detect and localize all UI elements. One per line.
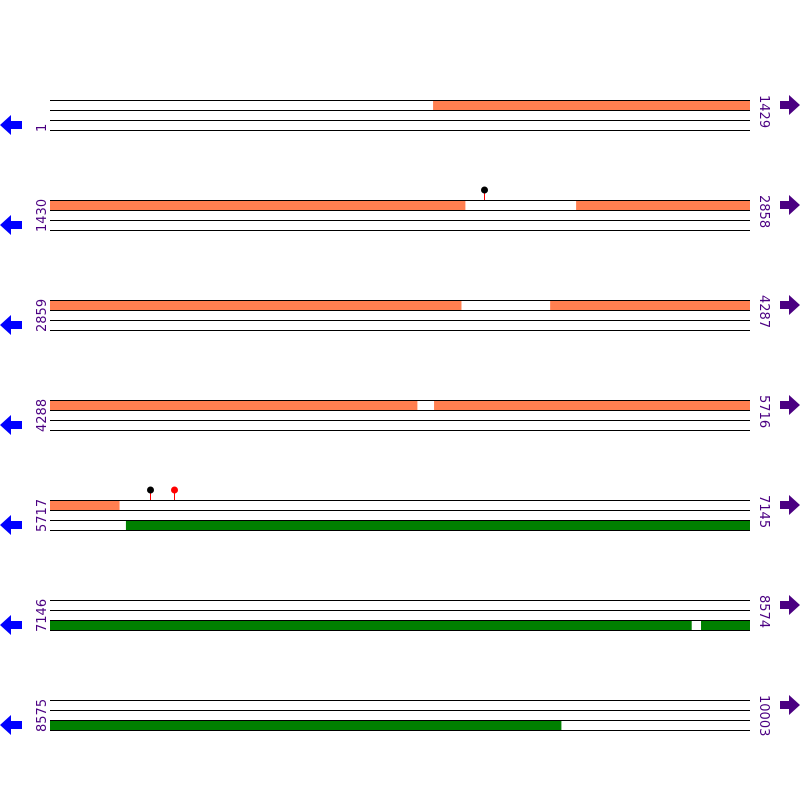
site-marker (481, 186, 488, 194)
row-end-label: 8574 (756, 595, 771, 628)
reverse-arrow-icon (0, 615, 22, 635)
row-end-label: 1429 (756, 95, 771, 128)
reverse-arrow-icon (0, 315, 22, 335)
row-end-label: 10003 (756, 695, 771, 736)
forward-feature (576, 200, 750, 210)
row-start-label: 1 (35, 124, 50, 132)
row-end-label: 5716 (756, 395, 771, 428)
reverse-arrow-icon (0, 115, 22, 135)
reverse-feature (50, 620, 692, 630)
forward-arrow-icon (780, 395, 800, 415)
map-row: 5717 7145 (0, 486, 800, 535)
row-start-label: 7146 (35, 599, 50, 632)
map-row: 8575 10003 (0, 695, 800, 736)
map-row: 4288 5716 (0, 395, 800, 435)
map-row: 7146 8574 (0, 595, 800, 635)
forward-feature (50, 500, 120, 510)
row-start-label: 4288 (35, 399, 50, 432)
site-marker (147, 486, 154, 494)
row-start-label: 2859 (35, 299, 50, 332)
map-row: 1 1429 (0, 95, 800, 135)
row-start-label: 1430 (35, 199, 50, 232)
forward-arrow-icon (780, 295, 800, 315)
reverse-arrow-icon (0, 415, 22, 435)
reverse-arrow-icon (0, 215, 22, 235)
forward-arrow-icon (780, 595, 800, 615)
forward-feature (50, 400, 418, 410)
reverse-feature (50, 720, 562, 730)
map-row: 2859 4287 (0, 295, 800, 335)
map-row: 1430 2858 (0, 186, 800, 235)
reverse-arrow-icon (0, 515, 22, 535)
forward-feature (434, 400, 750, 410)
site-marker (171, 486, 178, 494)
forward-arrow-icon (780, 695, 800, 715)
forward-arrow-icon (780, 495, 800, 515)
row-end-label: 7145 (756, 495, 771, 528)
forward-feature (550, 300, 750, 310)
reverse-feature (701, 620, 750, 630)
row-start-label: 5717 (35, 499, 50, 532)
reverse-feature (125, 520, 750, 530)
reverse-arrow-icon (0, 715, 22, 735)
row-end-label: 4287 (756, 295, 771, 328)
forward-feature (433, 100, 750, 110)
forward-feature (50, 200, 466, 210)
row-end-label: 2858 (756, 195, 771, 228)
forward-arrow-icon (780, 195, 800, 215)
row-start-label: 8575 (35, 699, 50, 732)
forward-feature (50, 300, 462, 310)
forward-arrow-icon (780, 95, 800, 115)
